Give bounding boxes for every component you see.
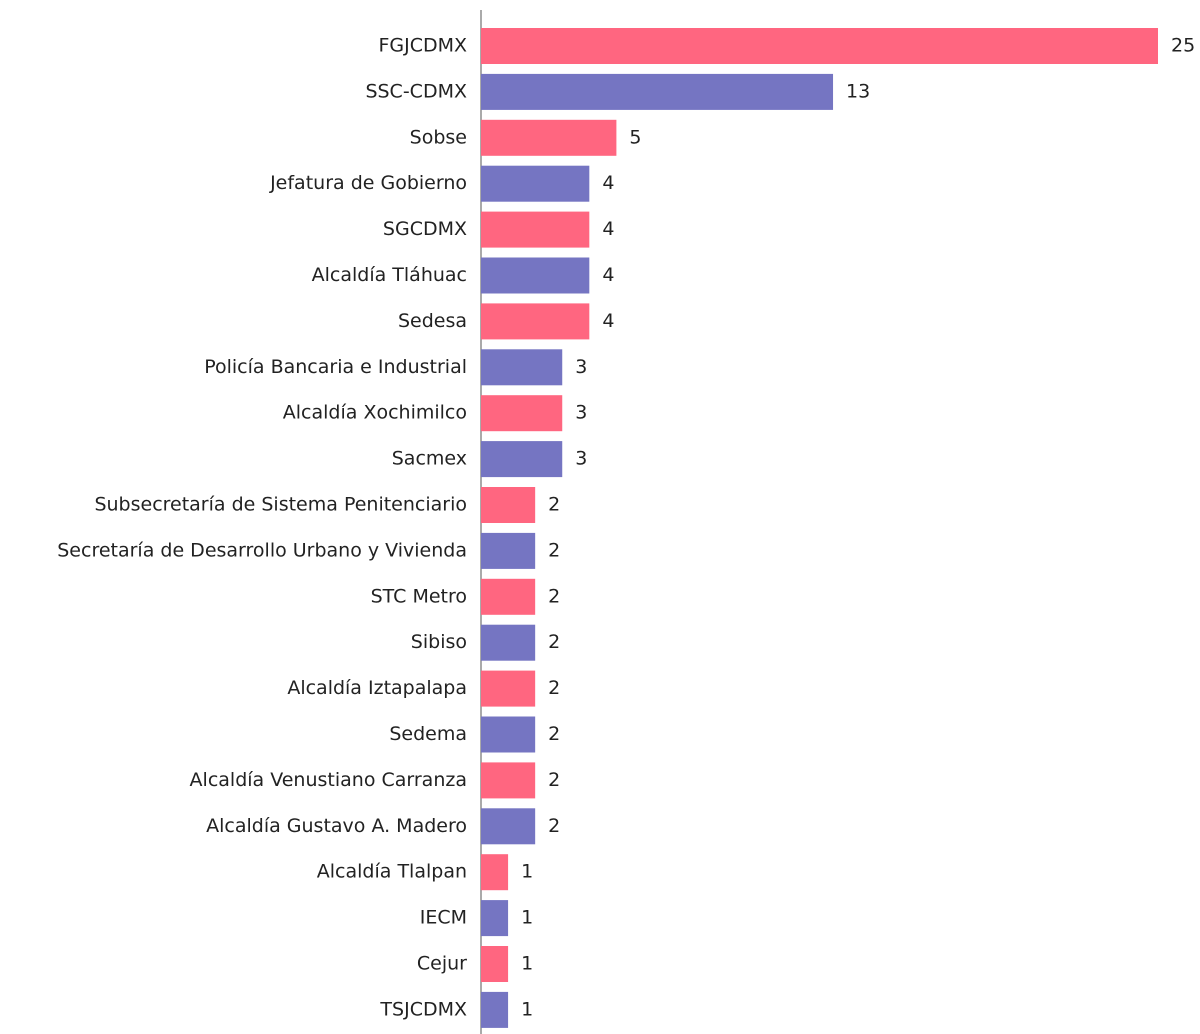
category-label: Alcaldía Tláhuac [312, 264, 467, 286]
category-label: Sedesa [398, 310, 467, 332]
category-label: FGJCDMX [378, 35, 467, 57]
category-label: Sibiso [411, 631, 467, 653]
bar [481, 28, 1158, 64]
bar [481, 441, 563, 478]
value-label: 4 [602, 218, 614, 240]
value-label: 2 [548, 815, 560, 837]
category-label: Jefatura de Gobierno [269, 172, 467, 194]
bar [481, 670, 536, 707]
bar [481, 946, 509, 982]
value-label: 1 [521, 907, 533, 929]
category-label: Alcaldía Tlalpan [317, 861, 467, 883]
category-label: STC Metro [371, 585, 467, 607]
bar [481, 349, 563, 386]
category-label: Alcaldía Iztapalapa [287, 677, 467, 699]
value-label: 3 [575, 402, 587, 424]
bar [481, 303, 590, 340]
value-label: 5 [629, 126, 641, 148]
value-label: 3 [575, 356, 587, 378]
value-label: 2 [548, 769, 560, 791]
bar [481, 624, 536, 661]
bar [481, 73, 834, 110]
value-label: 4 [602, 172, 614, 194]
category-label: SGCDMX [383, 218, 467, 240]
category-label: Alcaldía Xochimilco [283, 402, 467, 424]
category-label: SSC-CDMX [365, 80, 467, 102]
bar [481, 119, 617, 156]
value-label: 13 [846, 80, 870, 102]
bar [481, 900, 509, 937]
bar [481, 762, 536, 799]
bar [481, 578, 536, 615]
bar [481, 808, 536, 845]
value-label: 1 [521, 861, 533, 883]
bar [481, 991, 509, 1028]
value-label: 25 [1171, 35, 1195, 57]
category-label: Alcaldía Gustavo A. Madero [206, 815, 467, 837]
category-label: Alcaldía Venustiano Carranza [190, 769, 467, 791]
category-label: Sobse [410, 126, 467, 148]
value-label: 1 [521, 998, 533, 1020]
bar [481, 211, 590, 248]
value-label: 2 [548, 677, 560, 699]
value-label: 4 [602, 264, 614, 286]
value-label: 1 [521, 953, 533, 975]
category-label: Secretaría de Desarrollo Urbano y Vivien… [57, 539, 467, 561]
category-label: Sedema [389, 723, 467, 745]
value-label: 2 [548, 494, 560, 516]
category-label: Cejur [417, 953, 467, 975]
category-label: IECM [420, 907, 467, 929]
bar [481, 165, 590, 202]
category-label: Sacmex [392, 448, 467, 470]
category-label: TSJCDMX [379, 998, 467, 1020]
bar [481, 257, 590, 294]
bar [481, 487, 536, 523]
value-label: 2 [548, 585, 560, 607]
category-label: Policía Bancaria e Industrial [204, 356, 467, 378]
value-label: 4 [602, 310, 614, 332]
value-label: 3 [575, 448, 587, 470]
bar [481, 716, 536, 753]
bar [481, 532, 536, 569]
value-label: 2 [548, 631, 560, 653]
category-label: Subsecretaría de Sistema Penitenciario [94, 494, 467, 516]
value-label: 2 [548, 723, 560, 745]
bar [481, 395, 563, 432]
value-label: 2 [548, 539, 560, 561]
bar [481, 854, 509, 891]
